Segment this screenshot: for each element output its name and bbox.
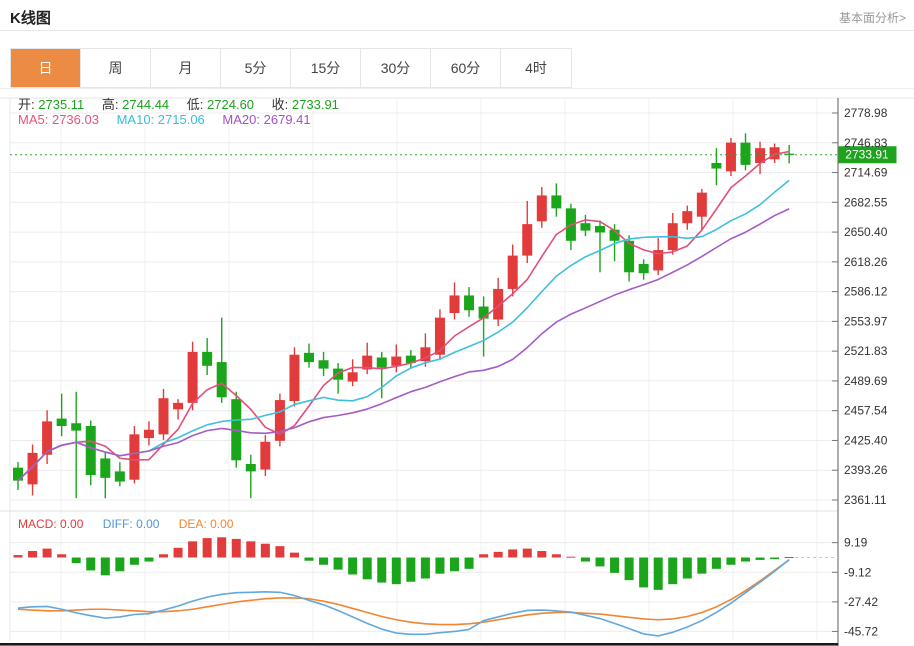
price-axis: 2778.98 2746.83 2714.69 2682.55 2650.40 2618.… bbox=[832, 106, 888, 507]
macd-header-row: MACD: 0.00 DIFF: 0.00 DEA: 0.00 bbox=[18, 517, 233, 531]
high-value: 2744.44 bbox=[122, 97, 170, 112]
vertical-gridlines bbox=[60, 98, 818, 641]
open-label: 开: bbox=[18, 97, 35, 112]
panel-header: K线图 基本面分析> bbox=[0, 0, 914, 31]
tab-5分[interactable]: 5分 bbox=[221, 49, 291, 87]
dea-readout: DEA: 0.00 bbox=[178, 517, 234, 531]
candlestick-chart[interactable]: 2733.91 2778.98 2746.83 2714.69 2682.55 2650.… bbox=[0, 88, 914, 646]
period-tabs: 日周月 5分 15分 30分 60分 4时 bbox=[10, 48, 572, 88]
svg-text:2425.40: 2425.40 bbox=[844, 433, 888, 447]
svg-text:-45.72: -45.72 bbox=[844, 624, 878, 638]
svg-text:2733.91: 2733.91 bbox=[845, 148, 889, 162]
svg-text:2586.12: 2586.12 bbox=[844, 285, 888, 299]
low-label: 低: bbox=[186, 97, 204, 112]
high-label: 高: bbox=[101, 97, 119, 112]
diff-line bbox=[17, 559, 790, 637]
diff-readout: DIFF: 0.00 bbox=[102, 517, 160, 531]
horizontal-gridlines bbox=[10, 112, 838, 632]
chart-frame bbox=[0, 97, 914, 646]
tab-日[interactable]: 日 bbox=[11, 49, 81, 87]
svg-text:2682.55: 2682.55 bbox=[844, 195, 888, 209]
low-value: 2724.60 bbox=[207, 97, 255, 112]
svg-text:2521.83: 2521.83 bbox=[844, 344, 888, 358]
svg-text:2457.54: 2457.54 bbox=[844, 404, 888, 418]
svg-text:2746.83: 2746.83 bbox=[844, 136, 888, 150]
tab-月[interactable]: 月 bbox=[151, 49, 221, 87]
current-price-tag bbox=[838, 146, 897, 164]
tab-60分[interactable]: 60分 bbox=[431, 49, 501, 87]
tab-15分[interactable]: 15分 bbox=[291, 49, 361, 87]
close-value: 2733.91 bbox=[291, 97, 339, 112]
svg-text:2618.26: 2618.26 bbox=[844, 255, 888, 269]
tab-周[interactable]: 周 bbox=[81, 49, 151, 87]
macd-axis: 9.19 -9.12 -27.42 -45.72 bbox=[832, 536, 878, 638]
page-title: K线图 bbox=[10, 10, 51, 27]
macd-histogram bbox=[13, 537, 794, 590]
ohlc-row: 开: 2735.11 高: 2744.44 低: 2724.60 收: 2733… bbox=[18, 94, 353, 113]
current-price-line: 2733.91 bbox=[10, 146, 897, 164]
ma10-readout: MA10: 2715.06 bbox=[116, 112, 205, 127]
ma20-readout: MA20: 2679.41 bbox=[222, 112, 311, 127]
svg-text:-27.42: -27.42 bbox=[844, 595, 878, 609]
ma-row: MA5: 2736.03 MA10: 2715.06 MA20: 2679.41 bbox=[18, 112, 311, 127]
svg-text:2361.11: 2361.11 bbox=[844, 493, 887, 507]
svg-text:2778.98: 2778.98 bbox=[844, 106, 888, 120]
close-label: 收: bbox=[271, 97, 289, 112]
open-value: 2735.11 bbox=[38, 97, 85, 112]
svg-text:2714.69: 2714.69 bbox=[844, 166, 888, 180]
ma-lines bbox=[17, 150, 790, 482]
fundamental-analysis-link[interactable]: 基本面分析> bbox=[838, 11, 906, 25]
svg-text:-9.12: -9.12 bbox=[844, 565, 872, 579]
tab-30分[interactable]: 30分 bbox=[361, 49, 431, 87]
tabs-divider bbox=[0, 88, 914, 89]
svg-text:2650.40: 2650.40 bbox=[844, 225, 888, 239]
svg-text:9.19: 9.19 bbox=[844, 536, 868, 550]
dea-line bbox=[17, 559, 790, 626]
macd-readout: MACD: 0.00 bbox=[18, 517, 84, 531]
time-scrollbar bbox=[0, 643, 838, 646]
ma5-readout: MA5: 2736.03 bbox=[18, 112, 99, 127]
svg-text:2393.26: 2393.26 bbox=[844, 463, 888, 477]
tab-4时[interactable]: 4时 bbox=[501, 49, 571, 87]
svg-text:2553.97: 2553.97 bbox=[844, 314, 888, 328]
svg-text:2489.69: 2489.69 bbox=[844, 374, 888, 388]
candles bbox=[13, 133, 795, 499]
